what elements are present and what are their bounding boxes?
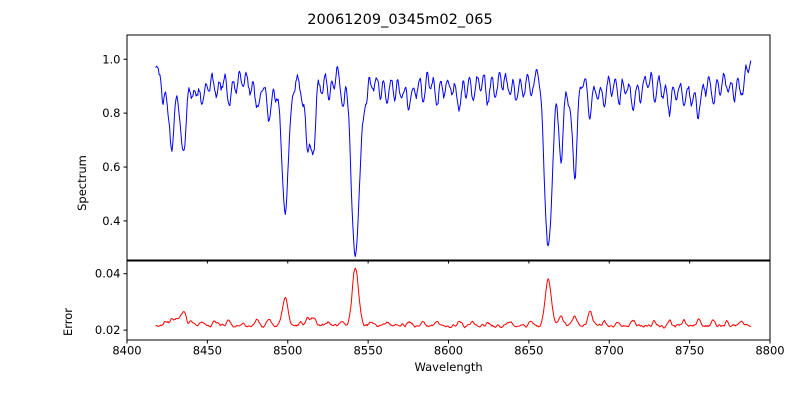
y-tick-label: 0.4	[102, 214, 120, 228]
spectrum-y-axis-label: Spectrum	[74, 154, 89, 211]
spectrum-axes-frame	[126, 34, 771, 261]
y-tick-label: 0.02	[95, 323, 121, 337]
error-tick-labels: 8400 8450 8500 8550 8600 8650 8700 8750 8800 0.02…	[95, 267, 785, 358]
x-tick-label: 8500	[273, 344, 302, 358]
spectrum-panel: 0.4 0.6 0.8 1.0	[102, 34, 771, 264]
spectrum-ticks	[123, 58, 771, 264]
error-ticks	[123, 273, 771, 344]
x-tick-label: 8600	[434, 344, 463, 358]
x-axis-label: Wavelength	[414, 360, 483, 374]
y-tick-label: 0.04	[95, 267, 121, 281]
x-tick-label: 8700	[595, 344, 624, 358]
error-axes-frame	[126, 260, 771, 341]
page-title: 20061209_0345m02_065	[307, 12, 493, 28]
error-y-axis-label: Error	[61, 307, 76, 336]
error-data-line	[155, 267, 752, 329]
spectrum-tick-labels: 0.4 0.6 0.8 1.0	[102, 52, 120, 228]
y-tick-label: 0.8	[102, 106, 120, 120]
error-panel: 8400 8450 8500 8550 8600 8650 8700 8750 8800 0.02…	[95, 260, 785, 358]
x-tick-label: 8750	[675, 344, 704, 358]
x-tick-label: 8450	[193, 344, 222, 358]
y-tick-label: 0.6	[102, 160, 120, 174]
x-tick-label: 8800	[755, 344, 784, 358]
x-tick-label: 8400	[112, 344, 141, 358]
y-tick-label: 1.0	[102, 52, 120, 66]
x-tick-label: 8650	[514, 344, 543, 358]
spectrum-data-line	[155, 60, 752, 258]
x-tick-label: 8550	[353, 344, 382, 358]
